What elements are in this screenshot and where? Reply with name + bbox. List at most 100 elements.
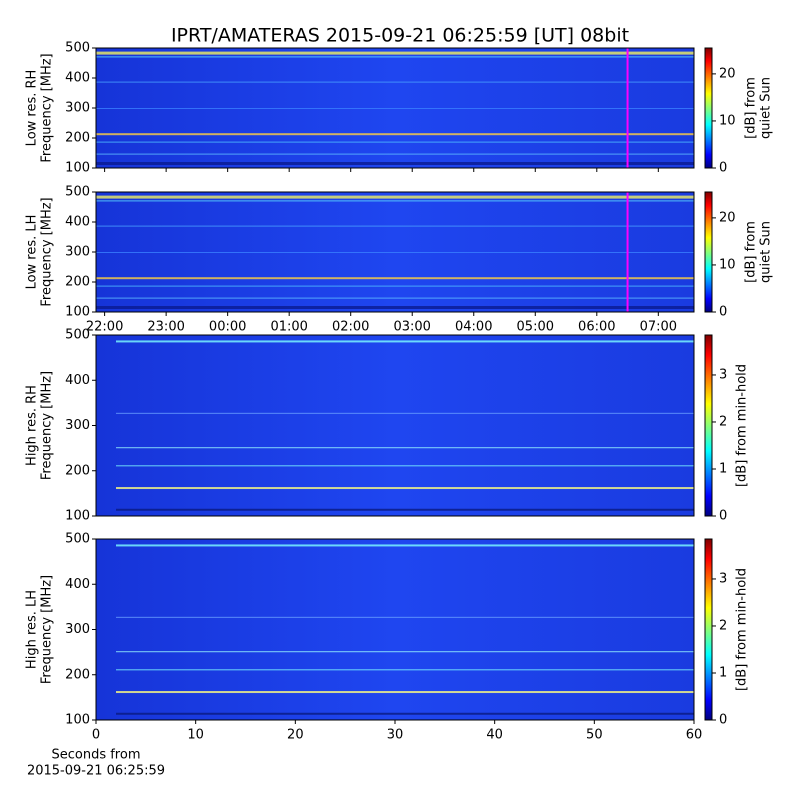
colorbar-tick-label: 1 (719, 665, 727, 680)
spectrum-feature (96, 56, 694, 58)
spectrum-feature (96, 162, 694, 165)
colorbar (704, 334, 713, 517)
spectrum-feature (96, 306, 694, 309)
spectrum-feature (96, 141, 694, 143)
y-tick-label: 400 (65, 71, 90, 86)
x-axis-label: 2015-09-21 06:25:59 (27, 764, 165, 779)
y-tick-label: 100 (65, 161, 90, 176)
spectrum-feature (116, 447, 694, 449)
x-tick-label: 06:00 (578, 320, 615, 335)
colorbar-label: [dB] from (744, 221, 759, 283)
colorbar-tick-label: 10 (719, 257, 736, 272)
colorbar-tick-label: 0 (719, 713, 727, 728)
spectrum-feature (96, 108, 694, 109)
spectrum-feature (116, 340, 694, 343)
spectrum-feature (116, 669, 694, 671)
x-tick-label: 00:00 (209, 320, 246, 335)
y-axis-label: Frequency [MHz] (40, 197, 55, 306)
colorbar-label: [dB] from (744, 77, 759, 139)
y-axis-label: Frequency [MHz] (40, 575, 55, 684)
y-tick-label: 500 (65, 41, 90, 56)
x-tick-label: 10 (187, 728, 204, 743)
y-tick-label: 100 (65, 713, 90, 728)
colorbar-label: quiet Sun (759, 77, 774, 139)
y-tick-label: 200 (65, 131, 90, 146)
spectrogram (96, 539, 694, 720)
y-axis-label: Low res. LH (25, 215, 40, 290)
spectrum-feature (96, 277, 694, 280)
colorbar-tick-label: 20 (719, 66, 736, 81)
spectrum-feature (116, 691, 694, 694)
y-tick-label: 200 (65, 463, 90, 478)
spectrum-feature (96, 252, 694, 253)
x-tick-label: 01:00 (270, 320, 307, 335)
colorbar (704, 47, 713, 169)
y-axis-label: Frequency [MHz] (40, 371, 55, 480)
y-tick-label: 200 (65, 275, 90, 290)
colorbar (704, 191, 713, 313)
y-tick-label: 100 (65, 509, 90, 524)
y-tick-label: 400 (65, 215, 90, 230)
colorbar-tick-label: 0 (719, 509, 727, 524)
spectrum-feature (96, 133, 694, 136)
figure-title: IPRT/AMATERAS 2015-09-21 06:25:59 [UT] 0… (171, 25, 629, 47)
colorbar-tick-label: 2 (719, 414, 727, 429)
spectrum-feature (116, 412, 694, 414)
spectrum-feature (96, 200, 694, 202)
spectrum-feature (116, 712, 694, 715)
y-tick-label: 300 (65, 418, 90, 433)
spectrum-feature (116, 616, 694, 618)
y-axis-label: High res. RH (25, 385, 40, 466)
spectrum-feature (96, 51, 694, 55)
colorbar-tick-label: 0 (719, 305, 727, 320)
colorbar (704, 538, 713, 721)
y-tick-label: 500 (65, 328, 90, 343)
colorbar-label: [dB] from min-hold (735, 364, 750, 487)
spectrum-feature (96, 225, 694, 227)
x-tick-label: 03:00 (393, 320, 430, 335)
colorbar-tick-label: 3 (719, 571, 727, 586)
colorbar-tick-label: 10 (719, 113, 736, 128)
colorbar-tick-label: 0 (719, 161, 727, 176)
spectrum-feature (116, 651, 694, 653)
y-tick-label: 300 (65, 245, 90, 260)
colorbar-label: [dB] from min-hold (735, 568, 750, 691)
x-tick-label: 05:00 (517, 320, 554, 335)
spectrum-feature (116, 487, 694, 490)
y-tick-label: 400 (65, 373, 90, 388)
y-tick-label: 500 (65, 185, 90, 200)
x-tick-label: 40 (486, 728, 503, 743)
x-tick-label: 02:00 (332, 320, 369, 335)
spectrum-feature (96, 153, 694, 155)
spectrum-feature (96, 81, 694, 83)
spectrum-feature (96, 297, 694, 299)
x-tick-label: 60 (686, 728, 703, 743)
x-tick-label: 23:00 (147, 320, 184, 335)
y-axis-label: Frequency [MHz] (40, 53, 55, 162)
y-axis-label: High res. LH (25, 590, 40, 669)
colorbar-label: quiet Sun (759, 221, 774, 283)
colorbar-tick-label: 1 (719, 461, 727, 476)
x-tick-label: 22:00 (86, 320, 123, 335)
x-tick-label: 0 (92, 728, 100, 743)
y-tick-label: 500 (65, 532, 90, 547)
x-tick-label: 04:00 (455, 320, 492, 335)
x-tick-label: 07:00 (640, 320, 677, 335)
y-axis-label: Low res. RH (25, 70, 40, 147)
x-tick-label: 30 (387, 728, 404, 743)
spectrum-feature (96, 285, 694, 287)
y-tick-label: 100 (65, 305, 90, 320)
y-tick-label: 300 (65, 622, 90, 637)
colorbar-tick-label: 2 (719, 618, 727, 633)
colorbar-tick-label: 20 (719, 210, 736, 225)
spectrum-feature (116, 465, 694, 467)
y-tick-label: 400 (65, 577, 90, 592)
x-tick-label: 50 (586, 728, 603, 743)
spectrogram (96, 335, 694, 516)
colorbar-tick-label: 3 (719, 367, 727, 382)
spectrum-feature (96, 195, 694, 199)
x-tick-label: 20 (287, 728, 304, 743)
y-tick-label: 200 (65, 667, 90, 682)
spectrum-feature (116, 508, 694, 511)
